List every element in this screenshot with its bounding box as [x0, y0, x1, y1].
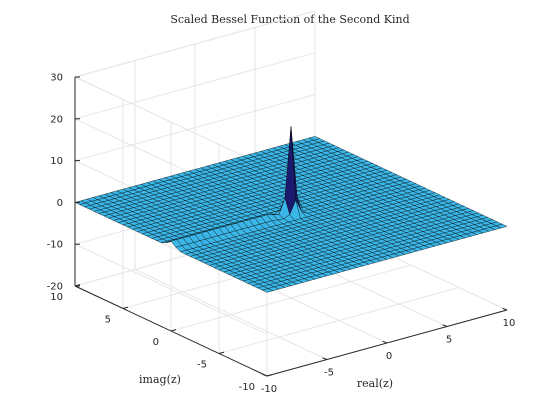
imag-tick-mark [170, 329, 177, 332]
imag-tick-mark [266, 374, 273, 377]
x-axis-label: real(z) [357, 377, 393, 390]
box-edge [74, 10, 316, 78]
surface-patch [495, 223, 508, 229]
z-tick-label: 30 [50, 73, 63, 84]
imag-tick-label: 5 [105, 315, 111, 326]
imag-tick-mark [218, 351, 225, 354]
imag-tick-mark [122, 306, 129, 309]
real-tick-mark [502, 307, 508, 311]
real-tick-mark [262, 373, 268, 377]
floor-gridline [170, 264, 412, 332]
y-axis-label: imag(z) [139, 373, 181, 386]
real-tick-mark [442, 324, 448, 327]
z-axis-ticks: -20 -10 0 10 20 30 [47, 73, 80, 293]
z-tick-label: -20 [47, 282, 63, 293]
real-tick-label: 5 [446, 335, 452, 346]
box-edge [74, 76, 268, 168]
real-tick-label: -5 [324, 368, 334, 379]
imag-tick-label: 10 [50, 292, 63, 303]
imag-tick-label: -5 [197, 360, 207, 371]
z-tick-label: 10 [50, 156, 63, 167]
imag-tick-mark [74, 284, 81, 287]
chart-title: Scaled Bessel Function of the Second Kin… [170, 13, 409, 26]
imag-tick-label: -10 [239, 382, 255, 393]
z-tick-label: 20 [50, 114, 63, 125]
real-tick-label: 10 [503, 318, 516, 329]
z-tick-label: 0 [57, 198, 63, 209]
real-tick-label: -10 [261, 384, 277, 395]
surface-plot [74, 126, 508, 293]
real-axis-ticks: -10 -5 0 5 10 [261, 307, 516, 395]
imag-tick-label: 0 [153, 337, 159, 348]
real-tick-mark [382, 340, 388, 344]
floor-gridline [218, 287, 460, 354]
z-tick-label: -10 [47, 240, 63, 251]
real-tick-mark [322, 357, 328, 360]
real-tick-label: 0 [386, 351, 392, 362]
imag-axis-ticks: -10 -5 0 5 10 [50, 284, 273, 393]
